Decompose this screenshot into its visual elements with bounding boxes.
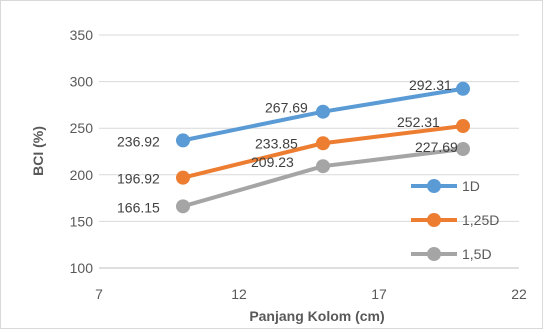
gridlines <box>99 34 519 269</box>
data-label: 292.31 <box>409 77 452 93</box>
y-tick-label: 250 <box>70 120 94 136</box>
legend-label: 1,5D <box>462 246 492 262</box>
y-axis-title: BCI (%) <box>30 126 46 176</box>
legend-swatch-marker <box>427 213 441 227</box>
series-line <box>182 147 464 209</box>
data-point <box>176 170 190 185</box>
data-point <box>316 159 330 174</box>
y-tick-label: 350 <box>70 27 94 43</box>
x-tick-label: 17 <box>371 286 387 302</box>
data-point <box>316 136 330 151</box>
data-label: 166.15 <box>117 199 160 215</box>
data-point <box>456 141 470 156</box>
x-axis-title: Panjang Kolom (cm) <box>249 308 384 324</box>
data-label: 236.92 <box>117 133 160 149</box>
y-tick-label: 150 <box>70 213 94 229</box>
data-labels: 236.92 267.69 292.31 196.92 233.85 252.31 166.… <box>117 77 458 216</box>
y-tick-labels: 100 150 200 250 300 350 <box>70 27 94 276</box>
x-tick-labels: 7 12 17 22 <box>95 286 527 302</box>
data-point <box>316 104 330 119</box>
data-label: 196.92 <box>117 171 160 187</box>
y-tick-label: 300 <box>70 74 94 90</box>
data-point <box>456 119 470 134</box>
legend-swatch-marker <box>427 179 441 193</box>
data-label: 227.69 <box>415 139 458 155</box>
x-tick-label: 12 <box>231 286 247 302</box>
data-point <box>176 199 190 214</box>
y-tick-label: 100 <box>70 260 94 276</box>
legend-label: 1,25D <box>462 212 499 228</box>
data-label: 209.23 <box>251 154 294 170</box>
legend-swatch-marker <box>427 247 441 261</box>
data-point <box>456 81 470 96</box>
legend-label: 1D <box>462 178 480 194</box>
data-label: 267.69 <box>265 100 308 116</box>
x-tick-label: 22 <box>511 286 527 302</box>
series-lines <box>176 81 470 214</box>
data-point <box>176 133 190 148</box>
data-label: 252.31 <box>397 114 440 130</box>
legend: 1D 1,25D 1,5D <box>411 178 499 262</box>
y-tick-label: 200 <box>70 167 94 183</box>
data-label: 233.85 <box>255 135 298 151</box>
x-tick-label: 7 <box>95 286 103 302</box>
